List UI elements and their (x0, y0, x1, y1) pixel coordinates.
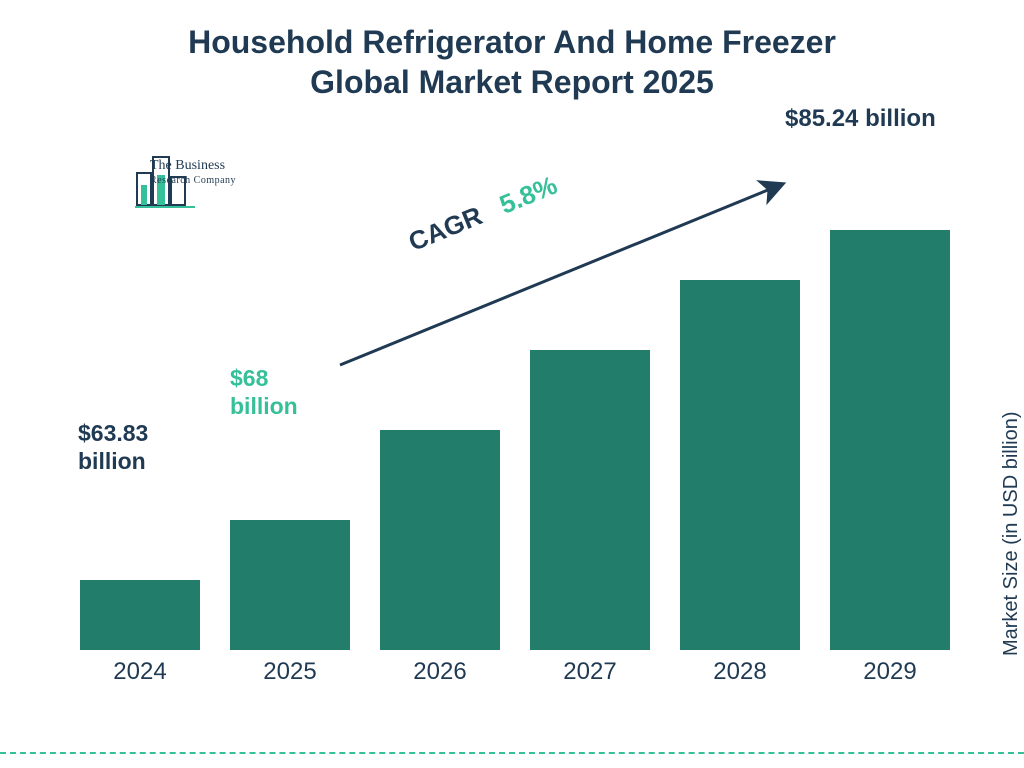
callout-2029: $85.24 billion (785, 105, 936, 133)
bar-2026 (380, 430, 500, 650)
bar-2029 (830, 230, 950, 650)
y-axis-label: Market Size (in USD billion) (1001, 412, 1024, 657)
title-line-1: Household Refrigerator And Home Freezer (188, 24, 836, 60)
title-line-2: Global Market Report 2025 (310, 64, 714, 100)
xlabel-2027: 2027 (530, 658, 650, 686)
xlabel-2026: 2026 (380, 658, 500, 686)
bar-2025 (230, 520, 350, 650)
xlabel-2029: 2029 (830, 658, 950, 686)
callout-2024: $63.83 billion (78, 420, 148, 475)
callout-2029-text: $85.24 billion (785, 105, 936, 132)
xlabel-2025: 2025 (230, 658, 350, 686)
footer-divider (0, 752, 1024, 754)
xlabel-2028: 2028 (680, 658, 800, 686)
xlabel-2024: 2024 (80, 658, 200, 686)
callout-2024-value: $63.83 (78, 420, 148, 446)
callout-2025-unit: billion (230, 393, 298, 419)
callout-2025: $68 billion (230, 365, 298, 420)
bar-2028 (680, 280, 800, 650)
callout-2025-value: $68 (230, 365, 268, 391)
bar-2027 (530, 350, 650, 650)
bar-2024 (80, 580, 200, 650)
callout-2024-unit: billion (78, 448, 146, 474)
chart-title: Household Refrigerator And Home Freezer … (0, 22, 1024, 102)
